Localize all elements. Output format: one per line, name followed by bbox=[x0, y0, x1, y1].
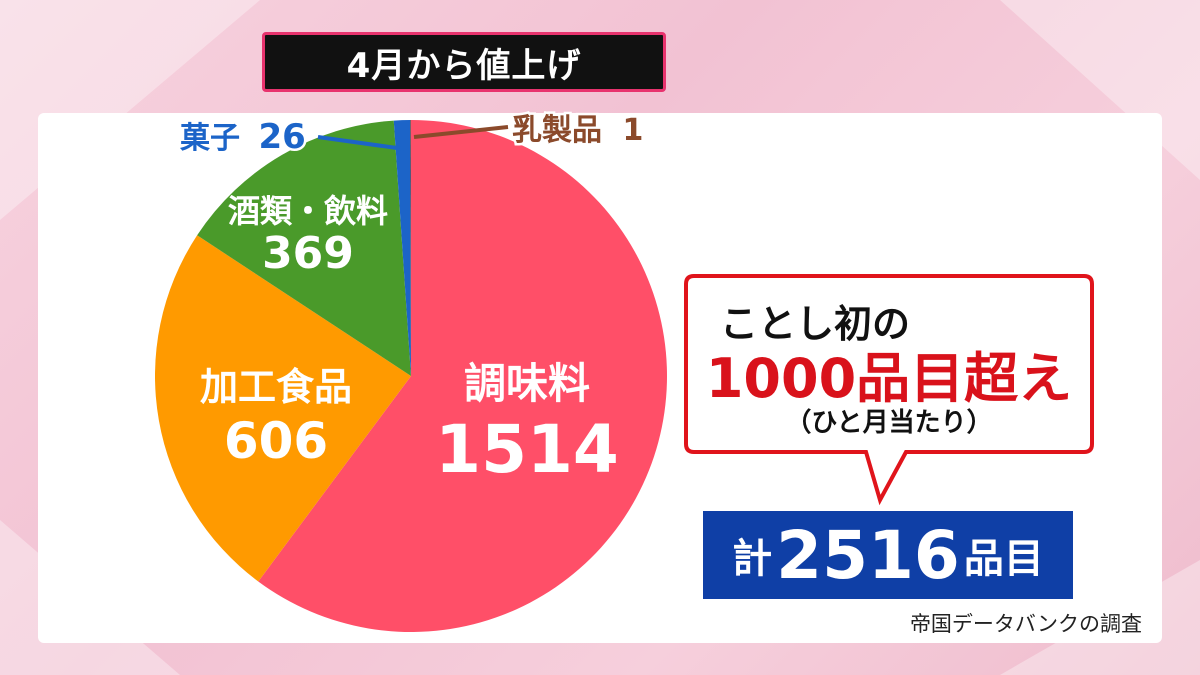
total-number: 2516 bbox=[776, 516, 960, 594]
pie-slice-1 bbox=[155, 235, 411, 582]
label-drinks-value: 369 bbox=[262, 228, 354, 279]
label-processed-name: 加工食品 bbox=[200, 365, 352, 409]
label-sweets-value: 26 bbox=[258, 117, 305, 157]
dairy-leader-line bbox=[413, 125, 509, 139]
label-dairy-name: 乳製品 bbox=[512, 113, 602, 148]
callout-bubble bbox=[684, 274, 1094, 506]
page-title: 4月から値上げ bbox=[346, 45, 582, 86]
pie-slice-2 bbox=[197, 120, 411, 376]
total-prefix: 計 bbox=[732, 536, 773, 582]
callout-line3: （ひと月当たり） bbox=[785, 408, 993, 438]
label-seasoning-name: 調味料 bbox=[464, 359, 590, 408]
title-banner: 4月から値上げ bbox=[262, 32, 666, 92]
pie-slice-3 bbox=[393, 120, 411, 377]
label-processed-value: 606 bbox=[224, 412, 328, 470]
total-suffix: 品目 bbox=[963, 536, 1044, 582]
label-sweets-name: 菓子 bbox=[179, 121, 240, 156]
source-note: 帝国データバンクの調査 bbox=[909, 612, 1142, 636]
pie-slice-4 bbox=[410, 120, 411, 376]
label-dairy-value: 1 bbox=[622, 113, 643, 148]
callout-line1: ことし初の bbox=[719, 302, 910, 346]
label-drinks-name: 酒類・飲料 bbox=[228, 192, 388, 230]
total-banner: 計 2516 品目 bbox=[703, 511, 1073, 599]
label-dairy: 乳製品 1 bbox=[512, 113, 643, 148]
label-sweets: 菓子 26 bbox=[179, 117, 306, 157]
pie-slice-0 bbox=[258, 120, 668, 632]
callout-line2: 1000品目超え bbox=[705, 347, 1073, 410]
sweets-leader-line bbox=[317, 135, 405, 151]
label-seasoning-value: 1514 bbox=[435, 411, 619, 488]
